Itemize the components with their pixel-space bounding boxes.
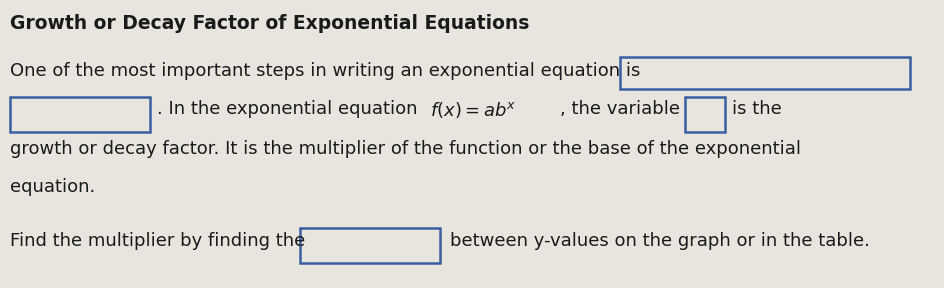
Text: Growth or Decay Factor of Exponential Equations: Growth or Decay Factor of Exponential Eq…: [10, 14, 529, 33]
Text: One of the most important steps in writing an exponential equation is: One of the most important steps in writi…: [10, 62, 640, 80]
Bar: [299, 228, 440, 263]
Text: Find the multiplier by finding the: Find the multiplier by finding the: [10, 232, 305, 250]
Text: is the: is the: [732, 100, 781, 118]
Bar: [619, 57, 909, 89]
Text: equation.: equation.: [10, 178, 95, 196]
Text: between y-values on the graph or in the table.: between y-values on the graph or in the …: [449, 232, 869, 250]
Text: . In the exponential equation: . In the exponential equation: [157, 100, 423, 118]
Text: $f(x) = ab^x$: $f(x) = ab^x$: [430, 100, 516, 120]
Text: growth or decay factor. It is the multiplier of the function or the base of the : growth or decay factor. It is the multip…: [10, 140, 801, 158]
Bar: [10, 97, 150, 132]
Text: , the variable: , the variable: [560, 100, 680, 118]
Bar: [684, 97, 724, 132]
